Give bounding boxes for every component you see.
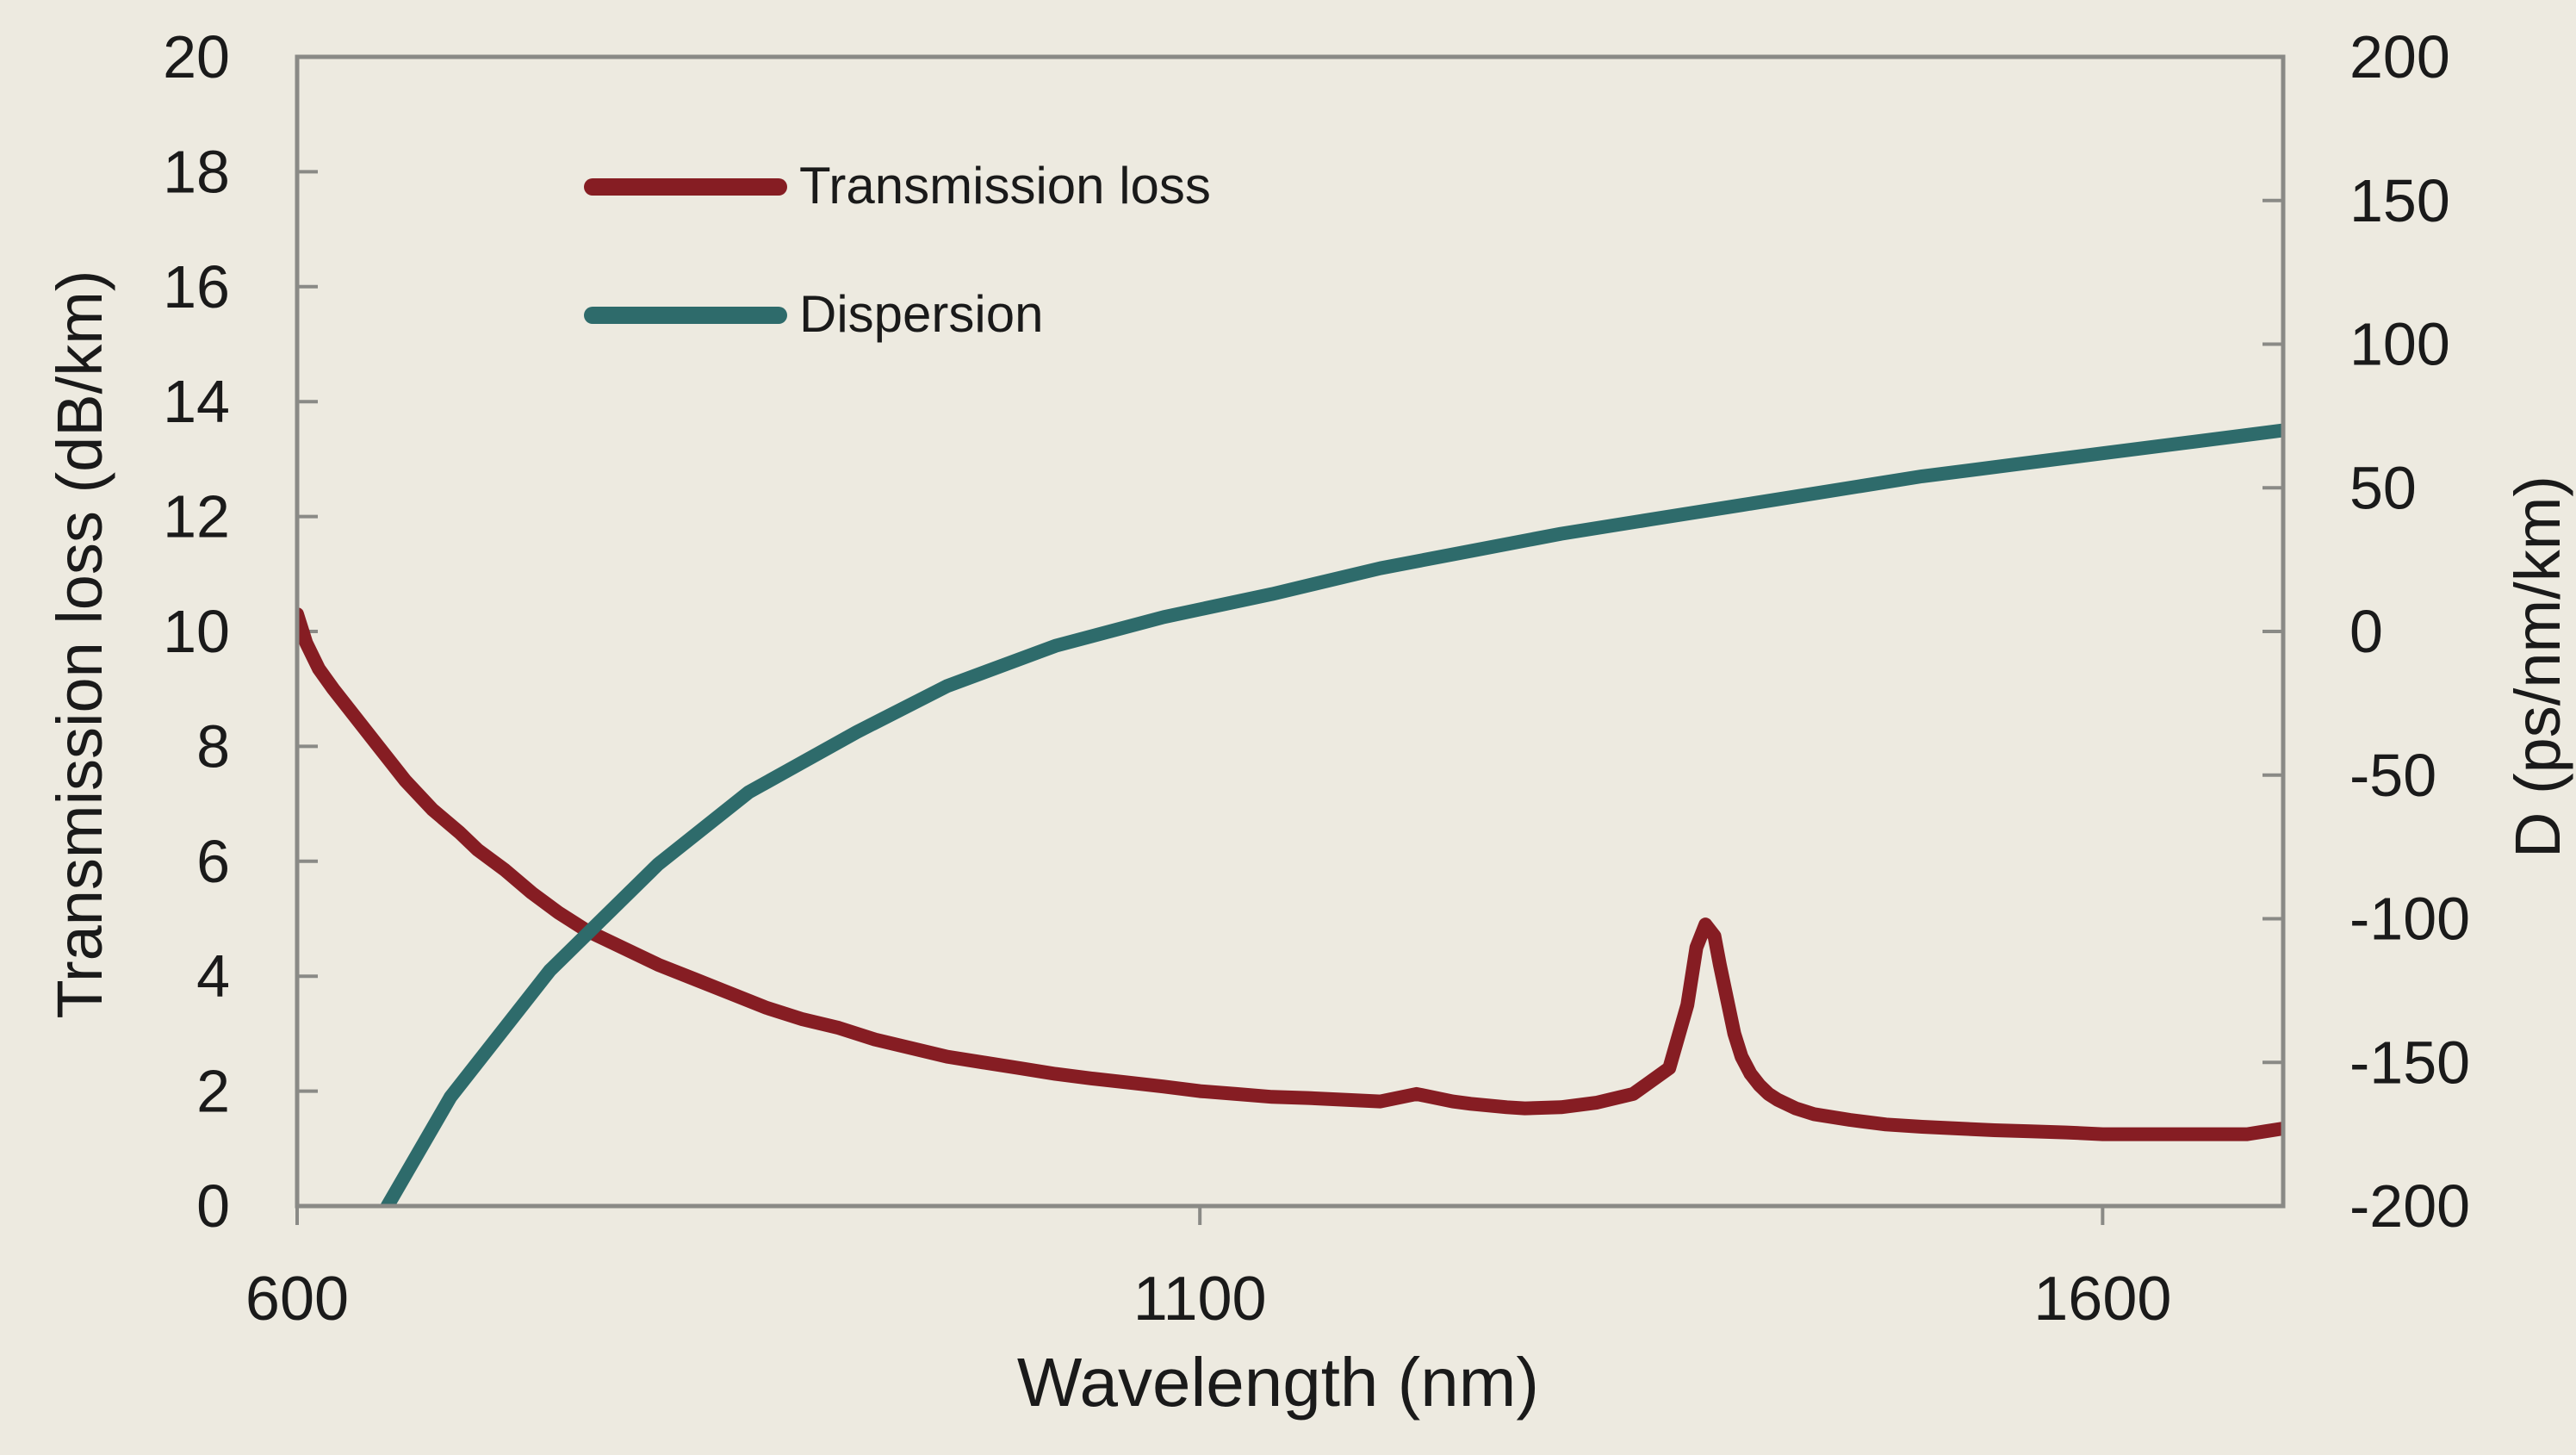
y-left-tick-label: 8 [196,712,230,780]
x-tick-label: 600 [245,1265,349,1334]
y-right-tick-label: 200 [2349,23,2450,90]
labels-layer: Wavelength (nm) Transmission loss (dB/km… [44,270,2573,1421]
plot-frame [295,54,2286,1209]
y-left-tick-label: 12 [163,483,230,550]
x-tick-label: 1100 [1133,1265,1267,1334]
legend-label-transmission-loss: Transmission loss [799,157,1211,215]
y-left-tick-label: 0 [196,1172,230,1240]
series-line-transmission-loss [297,607,2285,1141]
series-line-dispersion [380,423,2285,1208]
y-left-tick-label: 2 [196,1058,230,1125]
y-left-tick-label: 4 [196,942,230,1010]
frame-layer [295,54,2286,1209]
ticks-layer: 0 2 4 6 8 10 12 14 16 18 20 -200 -150 -100 -50 0 50 100 15… [163,23,2470,1334]
y-right-tick-label: 50 [2349,454,2417,521]
x-axis-title: Wavelength (nm) [1017,1344,1539,1421]
legend: Transmission loss Dispersion [584,157,1211,343]
y-right-tick-label: 150 [2349,167,2450,234]
y-left-axis-title: Transmission loss (dB/km) [44,270,115,1019]
y-left-tick-label: 18 [163,138,230,205]
y-right-tick-label: -200 [2349,1172,2470,1240]
y-right-tick-label: -150 [2349,1029,2470,1096]
series-layer [297,423,2285,1208]
y-left-tick-label: 16 [163,253,230,320]
y-left-tick-label: 6 [196,828,230,895]
y-left-tick-label: 10 [163,598,230,665]
y-right-axis-title: D (ps/nm/km) [2502,476,2573,858]
y-right-tick-label: -100 [2349,886,2470,953]
y-left-tick-label: 20 [163,23,230,90]
y-right-tick-label: 100 [2349,311,2450,378]
x-tick-label: 1600 [2033,1265,2171,1334]
y-right-tick-label: -50 [2349,742,2436,809]
y-right-tick-label: 0 [2349,598,2383,665]
legend-label-dispersion: Dispersion [799,285,1043,343]
y-left-tick-label: 14 [163,368,230,435]
